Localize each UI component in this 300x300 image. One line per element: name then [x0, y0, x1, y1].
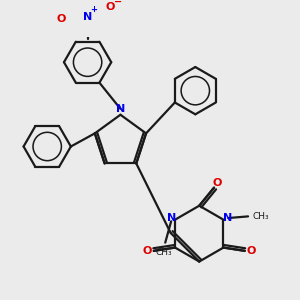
Text: O: O: [142, 246, 152, 256]
Text: CH₃: CH₃: [155, 248, 172, 257]
Text: O: O: [247, 246, 256, 256]
Text: −: −: [114, 0, 122, 7]
Text: N: N: [83, 12, 92, 22]
Text: O: O: [57, 14, 66, 24]
Text: CH₃: CH₃: [253, 212, 270, 221]
Text: N: N: [167, 213, 176, 223]
Text: N: N: [223, 213, 232, 223]
Text: O: O: [213, 178, 222, 188]
Text: N: N: [116, 104, 125, 114]
Text: O: O: [106, 2, 115, 12]
Text: +: +: [90, 5, 97, 14]
